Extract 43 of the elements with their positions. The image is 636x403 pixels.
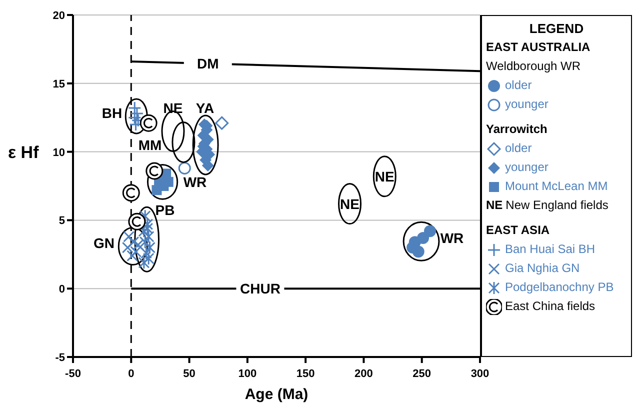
x-tick-label: 200 — [354, 368, 373, 380]
legend-label: East China fields — [505, 298, 596, 315]
legend-label: younger — [505, 159, 548, 176]
series-label: DM — [197, 56, 219, 72]
legend-label: Podgelbanochny PB — [505, 279, 614, 296]
annotation: WR — [440, 230, 464, 246]
y-tick-label: 20 — [52, 10, 65, 22]
text: New England fields — [506, 197, 608, 214]
text: EAST ASIA — [486, 222, 551, 239]
legend-label: Mount McLean MM — [505, 178, 608, 195]
x-axis-title: Age (Ma) — [244, 386, 308, 403]
y-tick-label: 5 — [58, 215, 65, 228]
annotation: NE — [374, 168, 394, 184]
annotation: BH — [102, 105, 122, 121]
x-tick-label: 50 — [183, 368, 196, 380]
x-tick-label: 300 — [470, 368, 490, 380]
annotation: MM — [138, 137, 162, 153]
annotation: GN — [94, 235, 114, 251]
legend-label: Ban Huai Sai BH — [505, 241, 596, 258]
series-label: CHUR — [240, 280, 280, 297]
legend-label: younger — [505, 96, 548, 113]
y-tick-label: -5 — [55, 352, 65, 364]
text: NE — [486, 198, 503, 212]
x-tick-label: 100 — [238, 368, 257, 380]
text: Weldborough WR — [486, 58, 582, 75]
legend-label: older — [505, 77, 532, 94]
annotation: WR — [183, 174, 207, 190]
x-tick-label: -50 — [65, 368, 81, 380]
x-tick-label: 250 — [412, 368, 432, 380]
y-tick-label: 15 — [52, 78, 65, 90]
text: Yarrowitch — [486, 121, 548, 138]
text: EAST AUSTRALIA — [486, 39, 592, 56]
legend-label: Gia Nghia GN — [505, 260, 580, 277]
x-tick-label: 150 — [296, 368, 315, 380]
legend-label: older — [505, 140, 532, 157]
annotation: NE — [340, 196, 360, 212]
x-tick-label: 0 — [128, 368, 134, 380]
y-tick-label: 10 — [52, 146, 65, 159]
legend-title: LEGEND — [528, 20, 585, 38]
y-tick-label: 0 — [58, 284, 65, 296]
y-axis-title: ε Hf — [8, 143, 39, 163]
annotation: PB — [155, 202, 175, 218]
annotation: YA — [196, 100, 214, 116]
